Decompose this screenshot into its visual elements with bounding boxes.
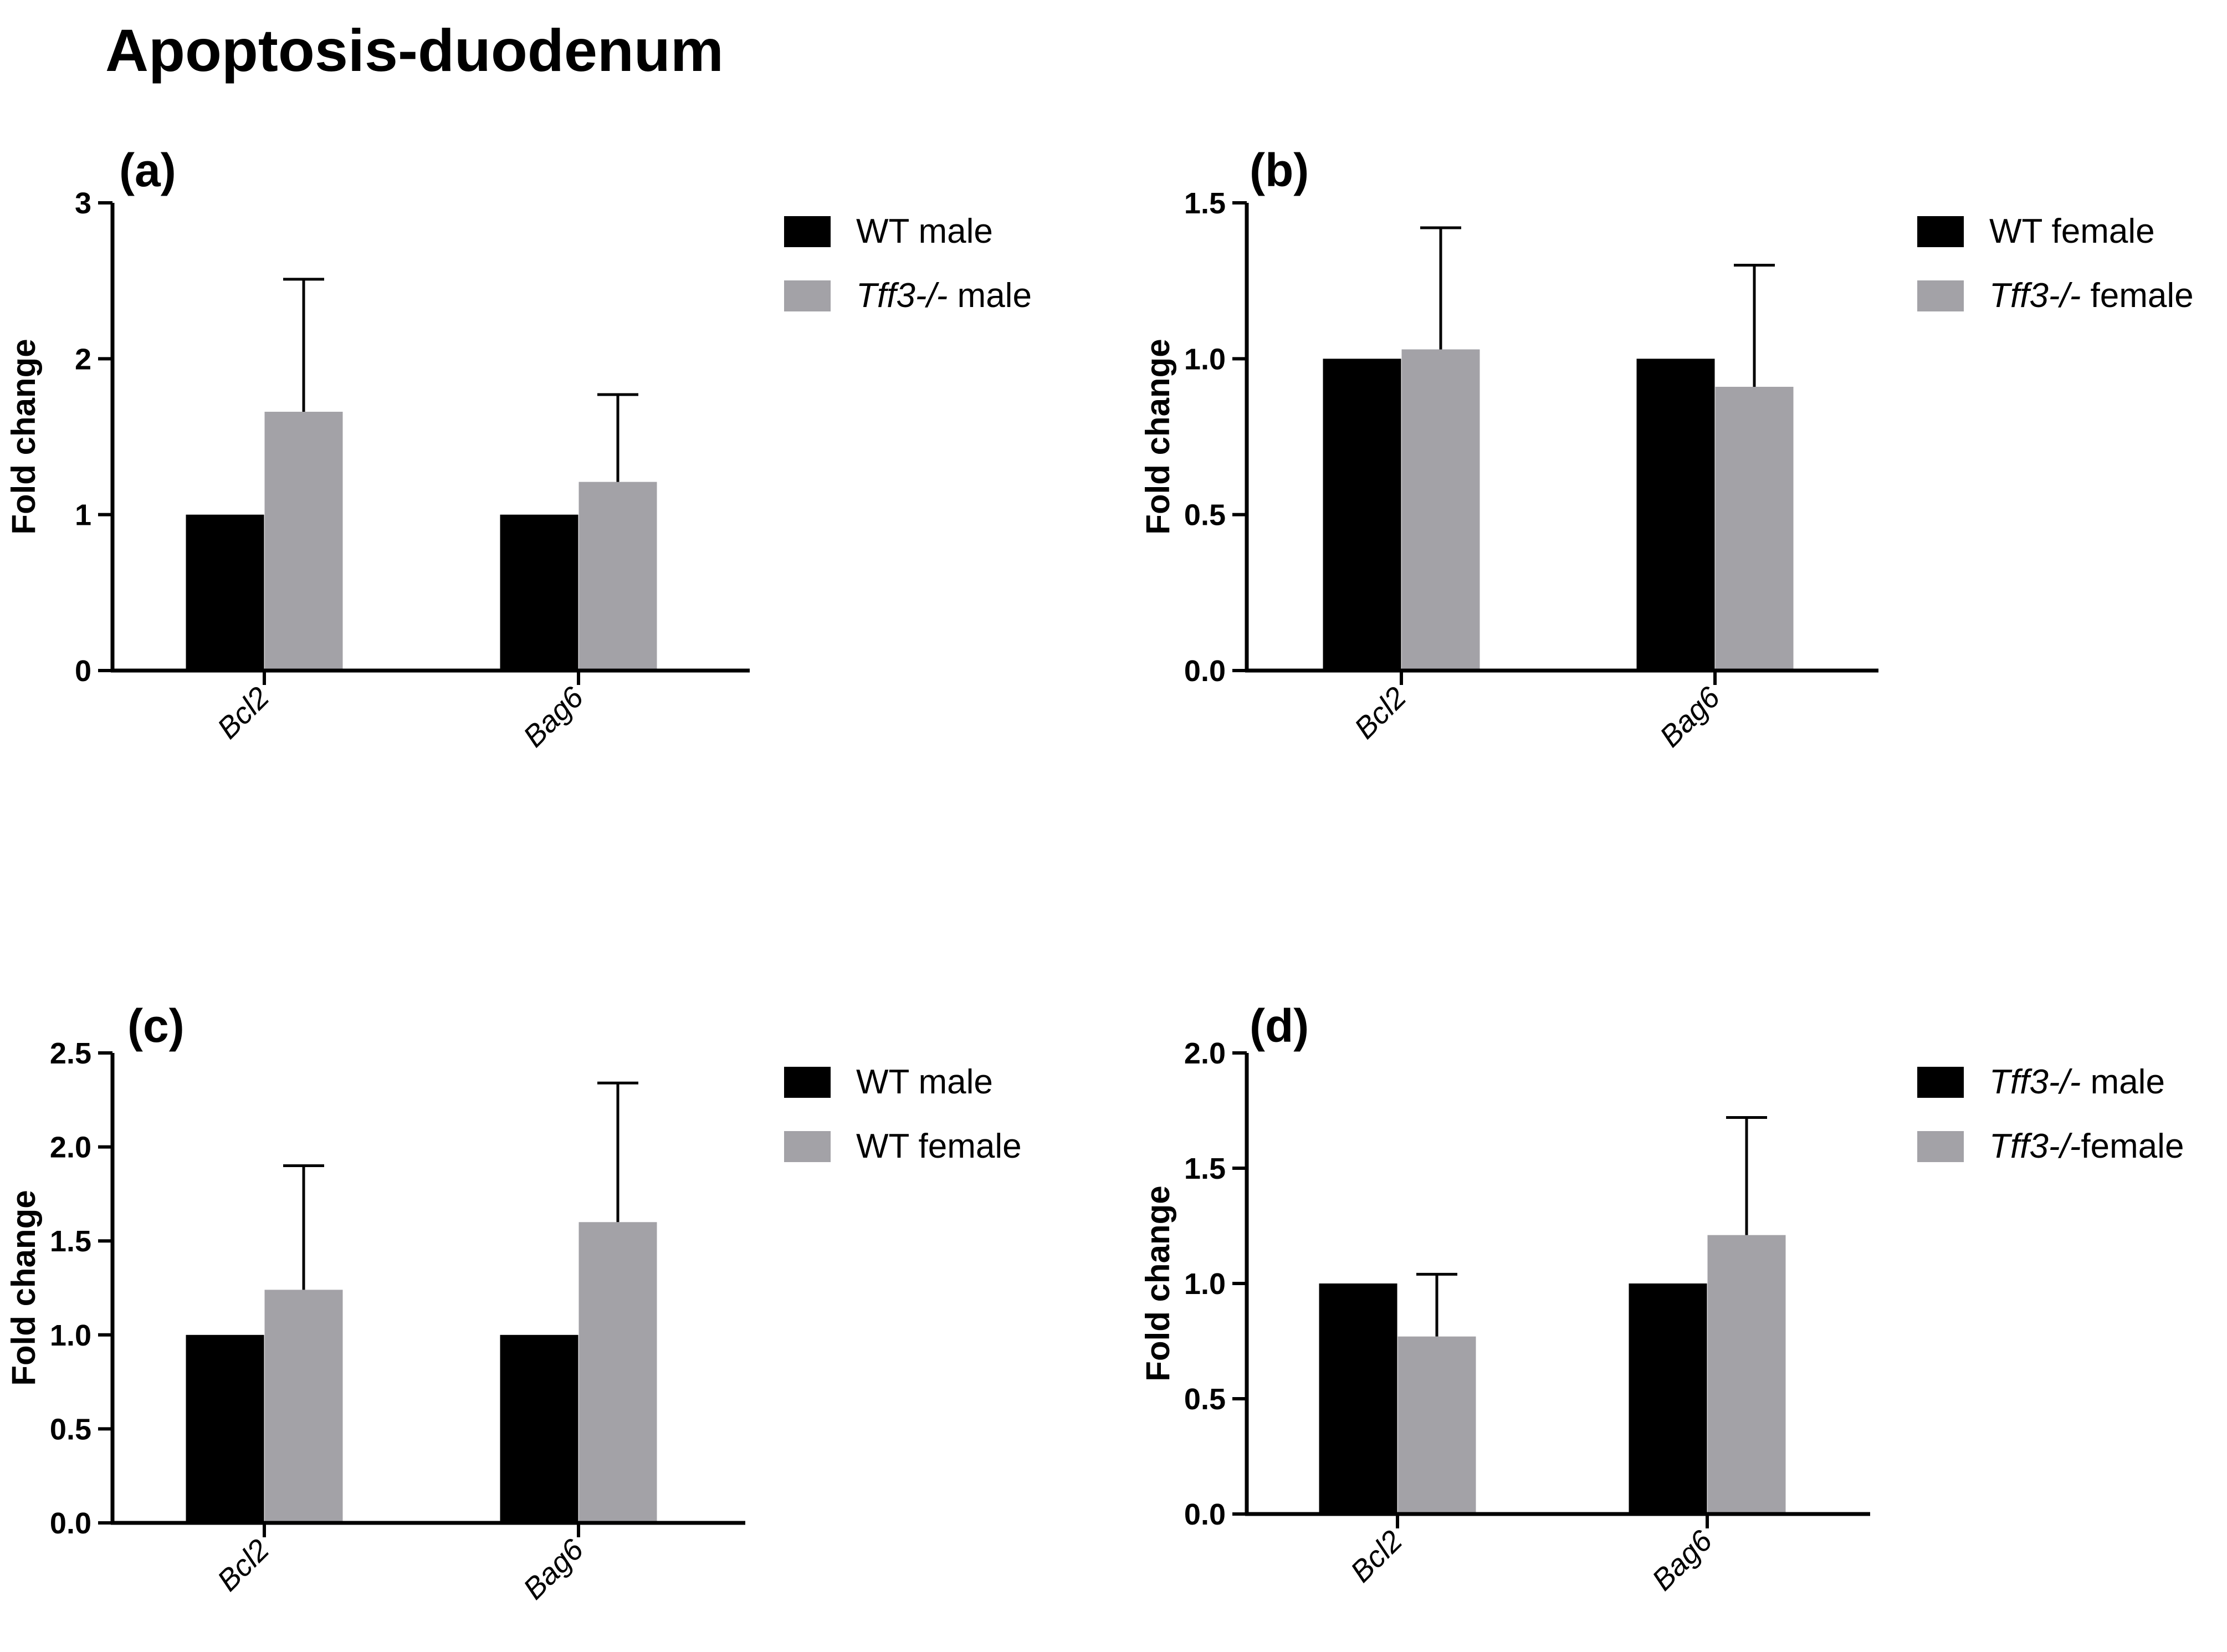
bar — [578, 482, 657, 671]
panel-label: (c) — [127, 1000, 185, 1052]
bar — [264, 411, 343, 671]
y-tick-label: 0.0 — [1184, 1498, 1226, 1531]
y-tick-label: 1.5 — [1184, 187, 1226, 220]
bar — [1319, 1283, 1397, 1514]
y-tick-label: 1.0 — [1184, 1267, 1226, 1301]
bar — [1707, 1235, 1786, 1514]
y-tick-label: 1.5 — [50, 1225, 91, 1258]
bar — [1397, 1336, 1476, 1514]
chart-panel: (b) 0.0 0.5 1.0 1.5 Fold change Bcl2 Bag6 WT fem… — [1139, 144, 2194, 754]
legend-label: Tff3-/- female — [1989, 277, 2194, 315]
chart-panel: (d) 0.0 0.5 1.0 1.5 2.0 Fold change Bcl2 Bag6 Tff… — [1139, 1000, 2184, 1597]
legend-swatch — [784, 1067, 831, 1098]
chart-panels: (a) 0 1 2 3 Fold change Bcl2 Bag6 WT male Tff3-/-… — [5, 144, 2194, 1606]
y-axis-title: Fold change — [5, 339, 42, 534]
panel-label: (a) — [119, 144, 176, 196]
y-tick-label: 0.5 — [1184, 499, 1226, 532]
x-tick-label: Bag6 — [1653, 680, 1727, 753]
y-tick-label: 0.5 — [1184, 1383, 1226, 1416]
legend-swatch — [1917, 1067, 1964, 1098]
bar — [500, 514, 578, 671]
y-tick-label: 1 — [75, 499, 91, 532]
y-tick-label: 0.0 — [1184, 654, 1226, 688]
bar — [500, 1334, 578, 1523]
y-tick-label: 1.0 — [1184, 342, 1226, 376]
y-tick-label: 0 — [75, 654, 91, 688]
y-tick-label: 2.0 — [1184, 1037, 1226, 1070]
legend-swatch — [784, 1131, 831, 1162]
x-tick-label: Bag6 — [517, 680, 590, 753]
x-tick-label: Bag6 — [1646, 1523, 1719, 1597]
bar — [186, 514, 264, 671]
chart-panel: (c) 0.0 0.5 1.0 1.5 2.0 2.5 Fold change Bcl2 Bag6… — [5, 1000, 1022, 1606]
bar — [264, 1290, 343, 1523]
bar — [578, 1222, 657, 1523]
y-tick-label: 2 — [75, 342, 91, 376]
x-tick-label: Bcl2 — [211, 1533, 276, 1598]
y-tick-label: 2.5 — [50, 1037, 91, 1070]
bar — [1323, 359, 1401, 671]
legend-swatch — [1917, 280, 1964, 311]
legend-label: WT male — [856, 1063, 993, 1101]
panel-label: (b) — [1250, 144, 1309, 196]
y-axis-title: Fold change — [1139, 1185, 1176, 1381]
legend-label: WT female — [856, 1127, 1022, 1165]
y-tick-label: 3 — [75, 187, 91, 220]
x-tick-label: Bag6 — [517, 1532, 590, 1605]
legend-label: WT female — [1989, 212, 2155, 250]
x-tick-label: Bcl2 — [1348, 681, 1413, 745]
legend-label: Tff3-/- male — [856, 277, 1032, 315]
legend-label: Tff3-/- male — [1989, 1063, 2165, 1101]
bar — [1401, 349, 1480, 671]
bar — [1715, 386, 1794, 671]
y-tick-label: 2.0 — [50, 1131, 91, 1164]
chart-panel: (a) 0 1 2 3 Fold change Bcl2 Bag6 WT male Tff3-/-… — [5, 144, 1032, 754]
legend-swatch — [784, 280, 831, 311]
legend-swatch — [1917, 1131, 1964, 1162]
bar — [1636, 359, 1715, 671]
legend-swatch — [784, 216, 831, 247]
x-tick-label: Bcl2 — [211, 681, 276, 745]
panel-label: (d) — [1250, 1000, 1309, 1052]
y-axis-title: Fold change — [1139, 339, 1176, 534]
bar — [186, 1334, 264, 1523]
legend-label: Tff3-/-female — [1989, 1127, 2184, 1165]
y-tick-label: 1.5 — [1184, 1152, 1226, 1185]
y-tick-label: 1.0 — [50, 1319, 91, 1352]
y-axis-title: Fold change — [5, 1190, 42, 1385]
bar — [1629, 1283, 1707, 1514]
legend-swatch — [1917, 216, 1964, 247]
x-tick-label: Bcl2 — [1344, 1524, 1409, 1589]
y-tick-label: 0.0 — [50, 1507, 91, 1540]
figure-title: Apoptosis-duodenum — [105, 17, 724, 84]
legend-label: WT male — [856, 212, 993, 250]
y-tick-label: 0.5 — [50, 1413, 91, 1446]
